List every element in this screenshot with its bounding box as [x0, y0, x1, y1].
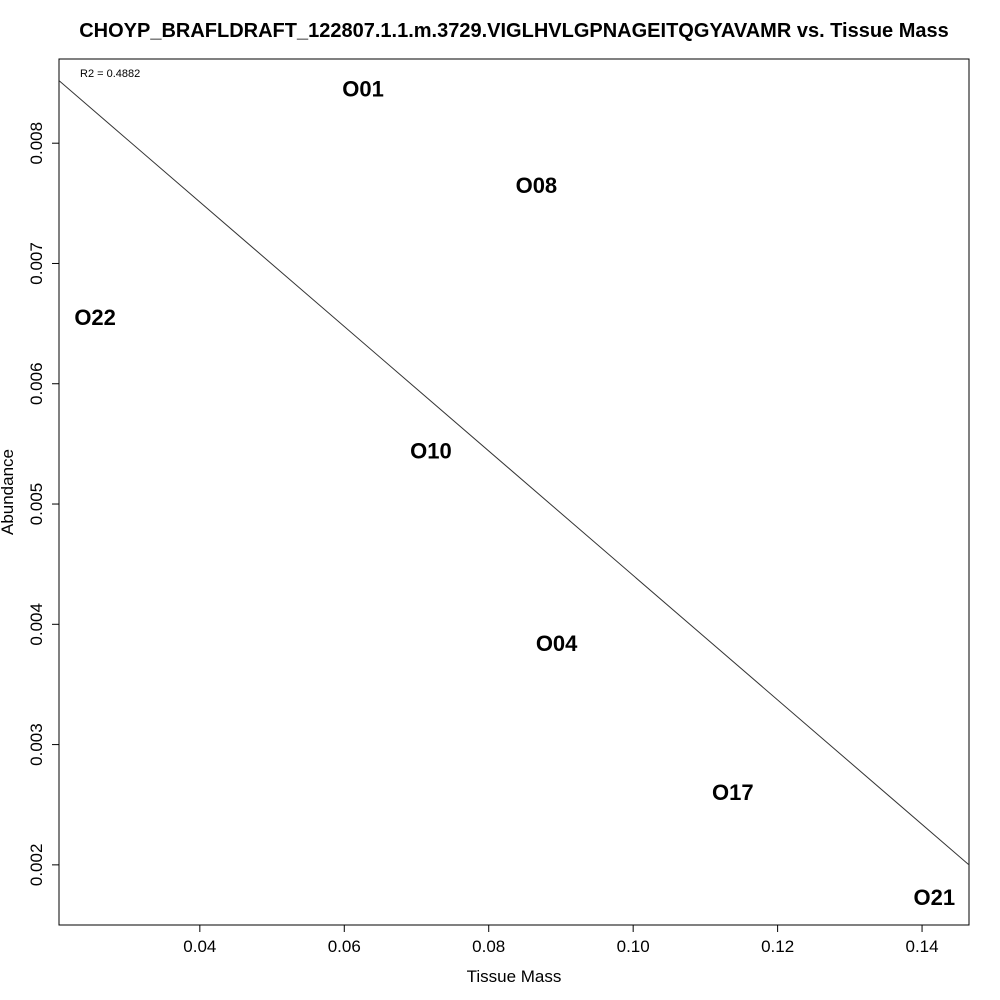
x-tick-label: 0.10: [617, 937, 650, 956]
x-axis-label: Tissue Mass: [467, 967, 562, 986]
plot-area-frame: [58, 58, 970, 926]
chart-title: CHOYP_BRAFLDRAFT_122807.1.1.m.3729.VIGLH…: [79, 20, 949, 42]
y-tick-label: 0.005: [27, 483, 46, 526]
x-tick-label: 0.04: [183, 937, 216, 956]
y-tick-label: 0.008: [27, 122, 46, 165]
point-label-O10: O10: [410, 439, 452, 464]
point-label-O04: O04: [536, 631, 578, 656]
point-label-O21: O21: [914, 885, 956, 910]
point-label-O17: O17: [712, 780, 754, 805]
y-tick-label: 0.007: [27, 242, 46, 285]
regression-line: [59, 80, 969, 866]
fit-line-layer: [59, 80, 969, 866]
y-axis-label: Abundance: [0, 449, 17, 535]
y-tick-label: 0.002: [27, 844, 46, 887]
point-label-O01: O01: [342, 77, 384, 102]
y-tick-label: 0.004: [27, 603, 46, 646]
x-tick-label: 0.12: [761, 937, 794, 956]
y-axis: 0.002 0.003 0.004 0.005 0.006 0.007 0.008: [27, 122, 59, 886]
point-label-O08: O08: [516, 173, 558, 198]
y-tick-label: 0.006: [27, 362, 46, 405]
x-axis: 0.04 0.06 0.08 0.10 0.12 0.14: [183, 925, 939, 956]
x-tick-label: 0.08: [472, 937, 505, 956]
point-label-O22: O22: [74, 305, 116, 330]
x-tick-label: 0.06: [328, 937, 361, 956]
point-labels-layer: O01 O08 O22 O10 O04 O17 O21: [74, 77, 955, 910]
r2-annotation: R2 = 0.4882: [80, 68, 140, 80]
x-tick-label: 0.14: [906, 937, 939, 956]
y-tick-label: 0.003: [27, 723, 46, 766]
